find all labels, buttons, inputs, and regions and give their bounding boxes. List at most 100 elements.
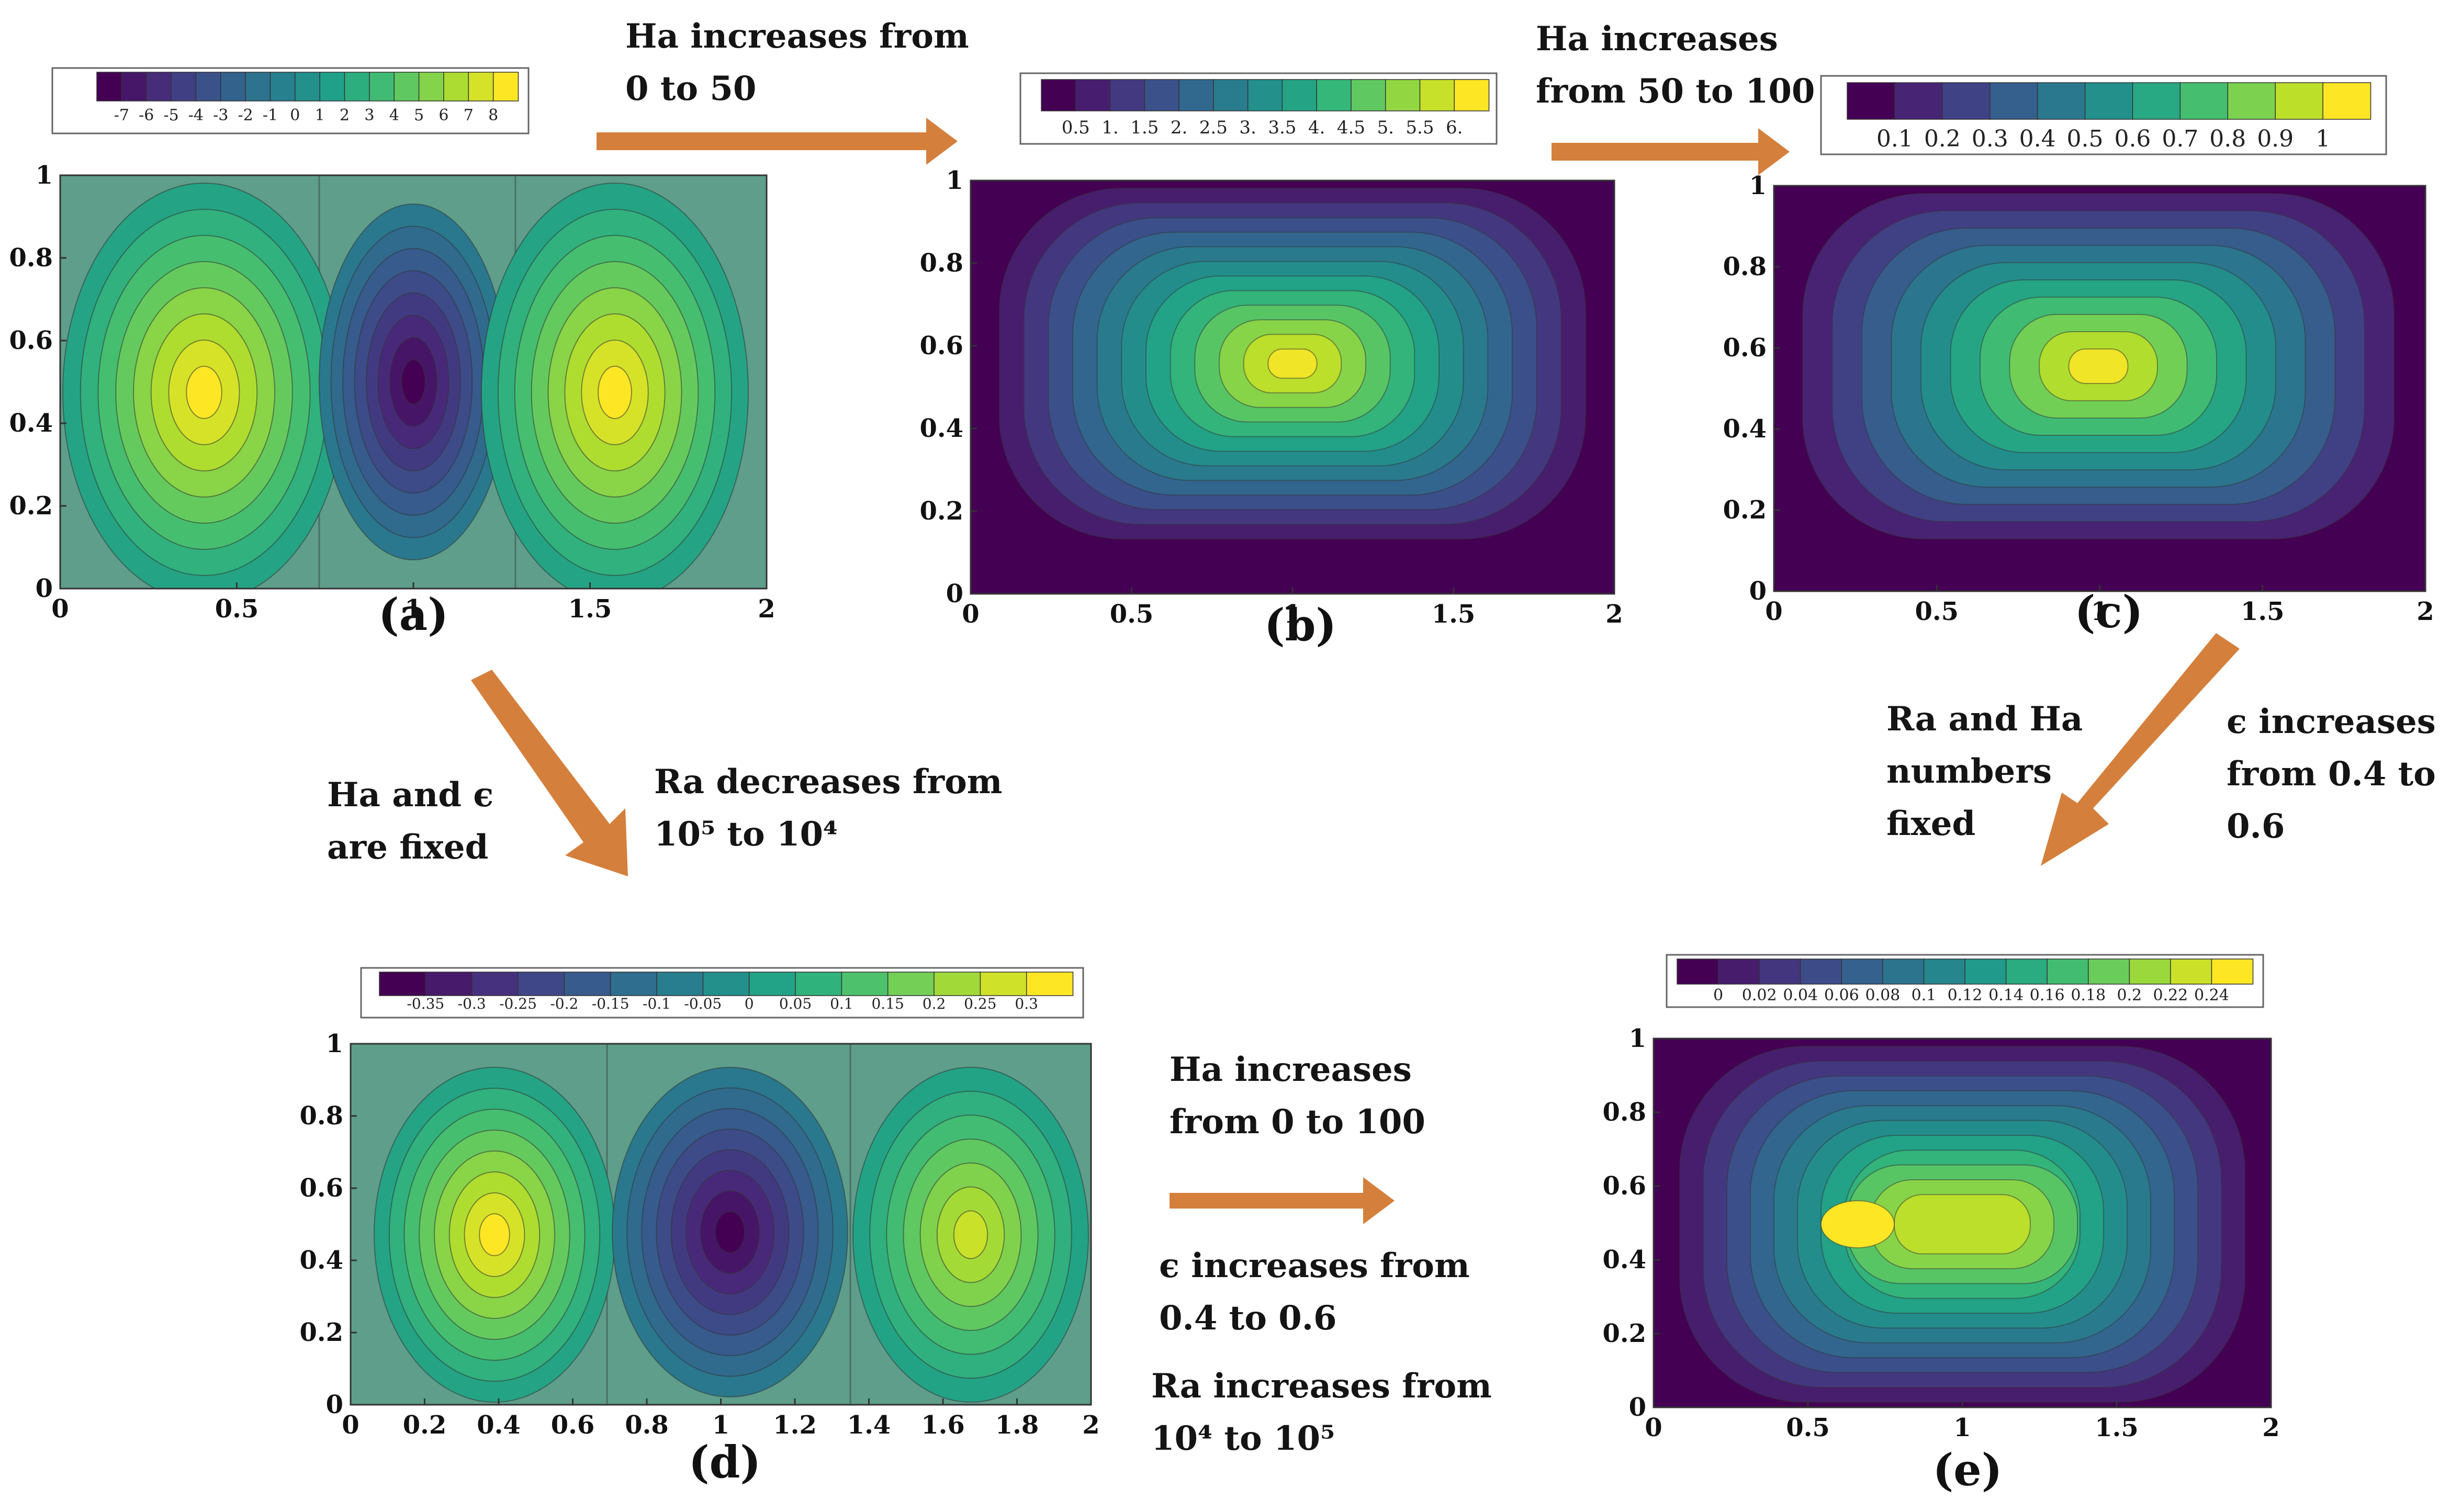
arrow-b-to-c — [1552, 128, 1790, 175]
colorbar-tick-label: 8 — [488, 106, 498, 125]
colorbar-swatch — [1041, 79, 1077, 111]
x-tick-label: 0.5 — [1786, 1413, 1830, 1442]
y-tick-label: 0.6 — [299, 1174, 343, 1203]
colorbar-tick-label: -2 — [238, 106, 253, 125]
colorbar-swatch — [2132, 82, 2181, 120]
panel-d-label: (d) — [688, 1436, 761, 1488]
colorbar-swatch — [471, 972, 519, 996]
colorbar-swatch — [1282, 79, 1318, 111]
x-tick-label: 1.5 — [2241, 597, 2285, 626]
colorbar-swatch — [2170, 958, 2212, 985]
y-tick-label: 0.6 — [9, 326, 53, 355]
colorbar-tick-label: 3 — [364, 106, 374, 125]
annotation-c-to-e-right: ϵ increases from 0.4 to 0.6 — [2227, 702, 2436, 846]
colorbar-tick-label: -4 — [188, 106, 204, 125]
y-tick-label: 0.8 — [919, 249, 963, 278]
colorbar-tick-label: 0.9 — [2257, 126, 2294, 152]
contour-band — [598, 366, 632, 419]
colorbar-swatch — [425, 972, 473, 996]
colorbar-swatch — [394, 72, 420, 101]
panel-e-plot: 0 0.02 0.04 0.06 0.08 0.1 0.12 0.14 0.16 0.18 0.2 0… — [1602, 954, 2280, 1442]
y-tick-label: 0 — [946, 579, 963, 608]
arrow-a-to-b — [597, 118, 958, 165]
panel-d-plot: -0.35 -0.3 -0.25 -0.2 -0.15 -0.1 -0.05 0 0.05 0.1… — [299, 967, 1100, 1440]
colorbar-tick-label: 0 — [1713, 986, 1723, 1005]
colorbar-tick-label: 0.7 — [2162, 126, 2198, 152]
colorbar-swatch — [1800, 958, 1842, 985]
x-tick-label: 0.5 — [1110, 600, 1154, 629]
colorbar-tick-label: 0.1 — [830, 995, 853, 1012]
panel-b-label: (b) — [1264, 599, 1337, 651]
y-tick-label: 1 — [1749, 171, 1767, 200]
colorbar-swatch — [344, 72, 370, 101]
colorbar-swatch — [121, 72, 147, 101]
colorbar-tick-label: 0.5 — [2067, 126, 2104, 152]
x-tick-label: 2 — [2417, 597, 2434, 626]
y-tick-label: 0.2 — [9, 491, 53, 521]
x-tick-label: 1 — [2091, 597, 2108, 626]
x-tick-label: 0.8 — [625, 1411, 669, 1440]
annotation-a-to-d-left: Ha and ϵ are fixed — [327, 775, 494, 867]
colorbar-swatch — [245, 72, 271, 101]
annotation-a-to-b: Ha increases from 0 to 50 — [625, 17, 969, 108]
annotation-d-to-e-bottom: Ra increases from 10⁴ to 10⁵ — [1151, 1367, 1492, 1458]
colorbar-tick-label: 0.1 — [1876, 126, 1913, 152]
colorbar-swatch — [1923, 958, 1966, 985]
contour-band — [1894, 1194, 2031, 1255]
colorbar-swatch — [1677, 958, 1719, 985]
colorbar-tick-label: 0.16 — [2030, 986, 2065, 1005]
contour-band — [714, 1211, 746, 1254]
colorbar-tick-label: 0 — [745, 995, 754, 1012]
x-tick-label: 0 — [1765, 597, 1782, 626]
y-tick-label: 0.4 — [9, 409, 53, 438]
colorbar-tick-label: -7 — [114, 106, 129, 125]
y-tick-label: 0 — [1629, 1393, 1646, 1422]
colorbar-swatch — [702, 972, 750, 996]
colorbar-tick-label: 0.6 — [2114, 126, 2151, 152]
colorbar-tick-label: 1 — [315, 106, 325, 125]
colorbar-tick-label: 0 — [290, 106, 300, 125]
colorbar-b: 0.5 1. 1.5 2. 2.5 3. 3.5 4. 4.5 5. 5.5 6. — [1041, 79, 1490, 138]
annotation-d-to-e-top: Ha increases from 0 to 100 — [1170, 1050, 1425, 1142]
colorbar-tick-label: -5 — [163, 106, 178, 125]
x-tick-label: 1.2 — [773, 1411, 817, 1440]
colorbar-swatch — [1419, 79, 1455, 111]
colorbar-swatch — [1847, 82, 1896, 120]
colorbar-tick-label: 2.5 — [1199, 117, 1228, 138]
contour-band — [401, 359, 426, 405]
colorbar-swatch — [2047, 958, 2089, 985]
colorbar-swatch — [319, 72, 345, 101]
y-tick-label: 0.4 — [919, 414, 963, 443]
colorbar-tick-label: 4.5 — [1337, 117, 1365, 138]
contours-e — [1679, 1046, 2245, 1403]
colorbar-swatch — [1351, 79, 1386, 111]
x-tick-label: 0 — [1645, 1413, 1662, 1442]
colorbar-swatch — [1989, 82, 2038, 120]
colorbar-swatch — [795, 972, 842, 996]
colorbar-swatch — [1385, 79, 1421, 111]
panel-c: 0.1 0.2 0.3 0.4 0.5 0.6 0.7 0.8 0.9 1 0 0.5 1 1.5 2 0 0… — [1690, 52, 2449, 654]
panel-d: -0.35 -0.3 -0.25 -0.2 -0.15 -0.1 -0.05 0 0.05 0.1… — [272, 952, 1162, 1502]
colorbar-tick-label: 3. — [1239, 117, 1256, 138]
colorbar-swatch — [492, 72, 519, 101]
colorbar-swatch — [2037, 82, 2086, 120]
panel-b: 0.5 1. 1.5 2. 2.5 3. 3.5 4. 4.5 5. 5.5 6. 0 0.5 1 1.5 2… — [890, 52, 1648, 654]
colorbar-tick-label: 0.12 — [1948, 986, 1983, 1005]
y-tick-label: 0.2 — [299, 1318, 343, 1347]
panel-a: -7 -6 -5 -4 -3 -2 -1 0 1 2 3 4 5 6 7 8 0 0.5 1 1.5 2 0 0.2 0.4… — [0, 52, 785, 654]
colorbar-swatch — [1894, 82, 1943, 120]
colorbar-swatch — [220, 72, 246, 101]
colorbar-swatch — [468, 72, 494, 101]
y-tick-label: 0.2 — [1723, 495, 1767, 525]
panel-a-label: (a) — [378, 589, 448, 640]
panel-c-plot: 0.1 0.2 0.3 0.4 0.5 0.6 0.7 0.8 0.9 1 0 0.5 1 1.5 2 0 0… — [1723, 75, 2434, 626]
colorbar-tick-label: 0.25 — [964, 995, 996, 1012]
x-tick-label: 0.2 — [403, 1411, 447, 1440]
y-tick-label: 1 — [1629, 1024, 1646, 1053]
x-tick-label: 0.6 — [551, 1411, 595, 1440]
arrow-a-to-d — [471, 670, 628, 876]
x-tick-label: 1.5 — [2095, 1413, 2139, 1442]
colorbar-tick-label: 0.14 — [1988, 986, 2024, 1005]
colorbar-swatch — [195, 72, 222, 101]
colorbar-tick-label: 0.18 — [2071, 986, 2106, 1005]
